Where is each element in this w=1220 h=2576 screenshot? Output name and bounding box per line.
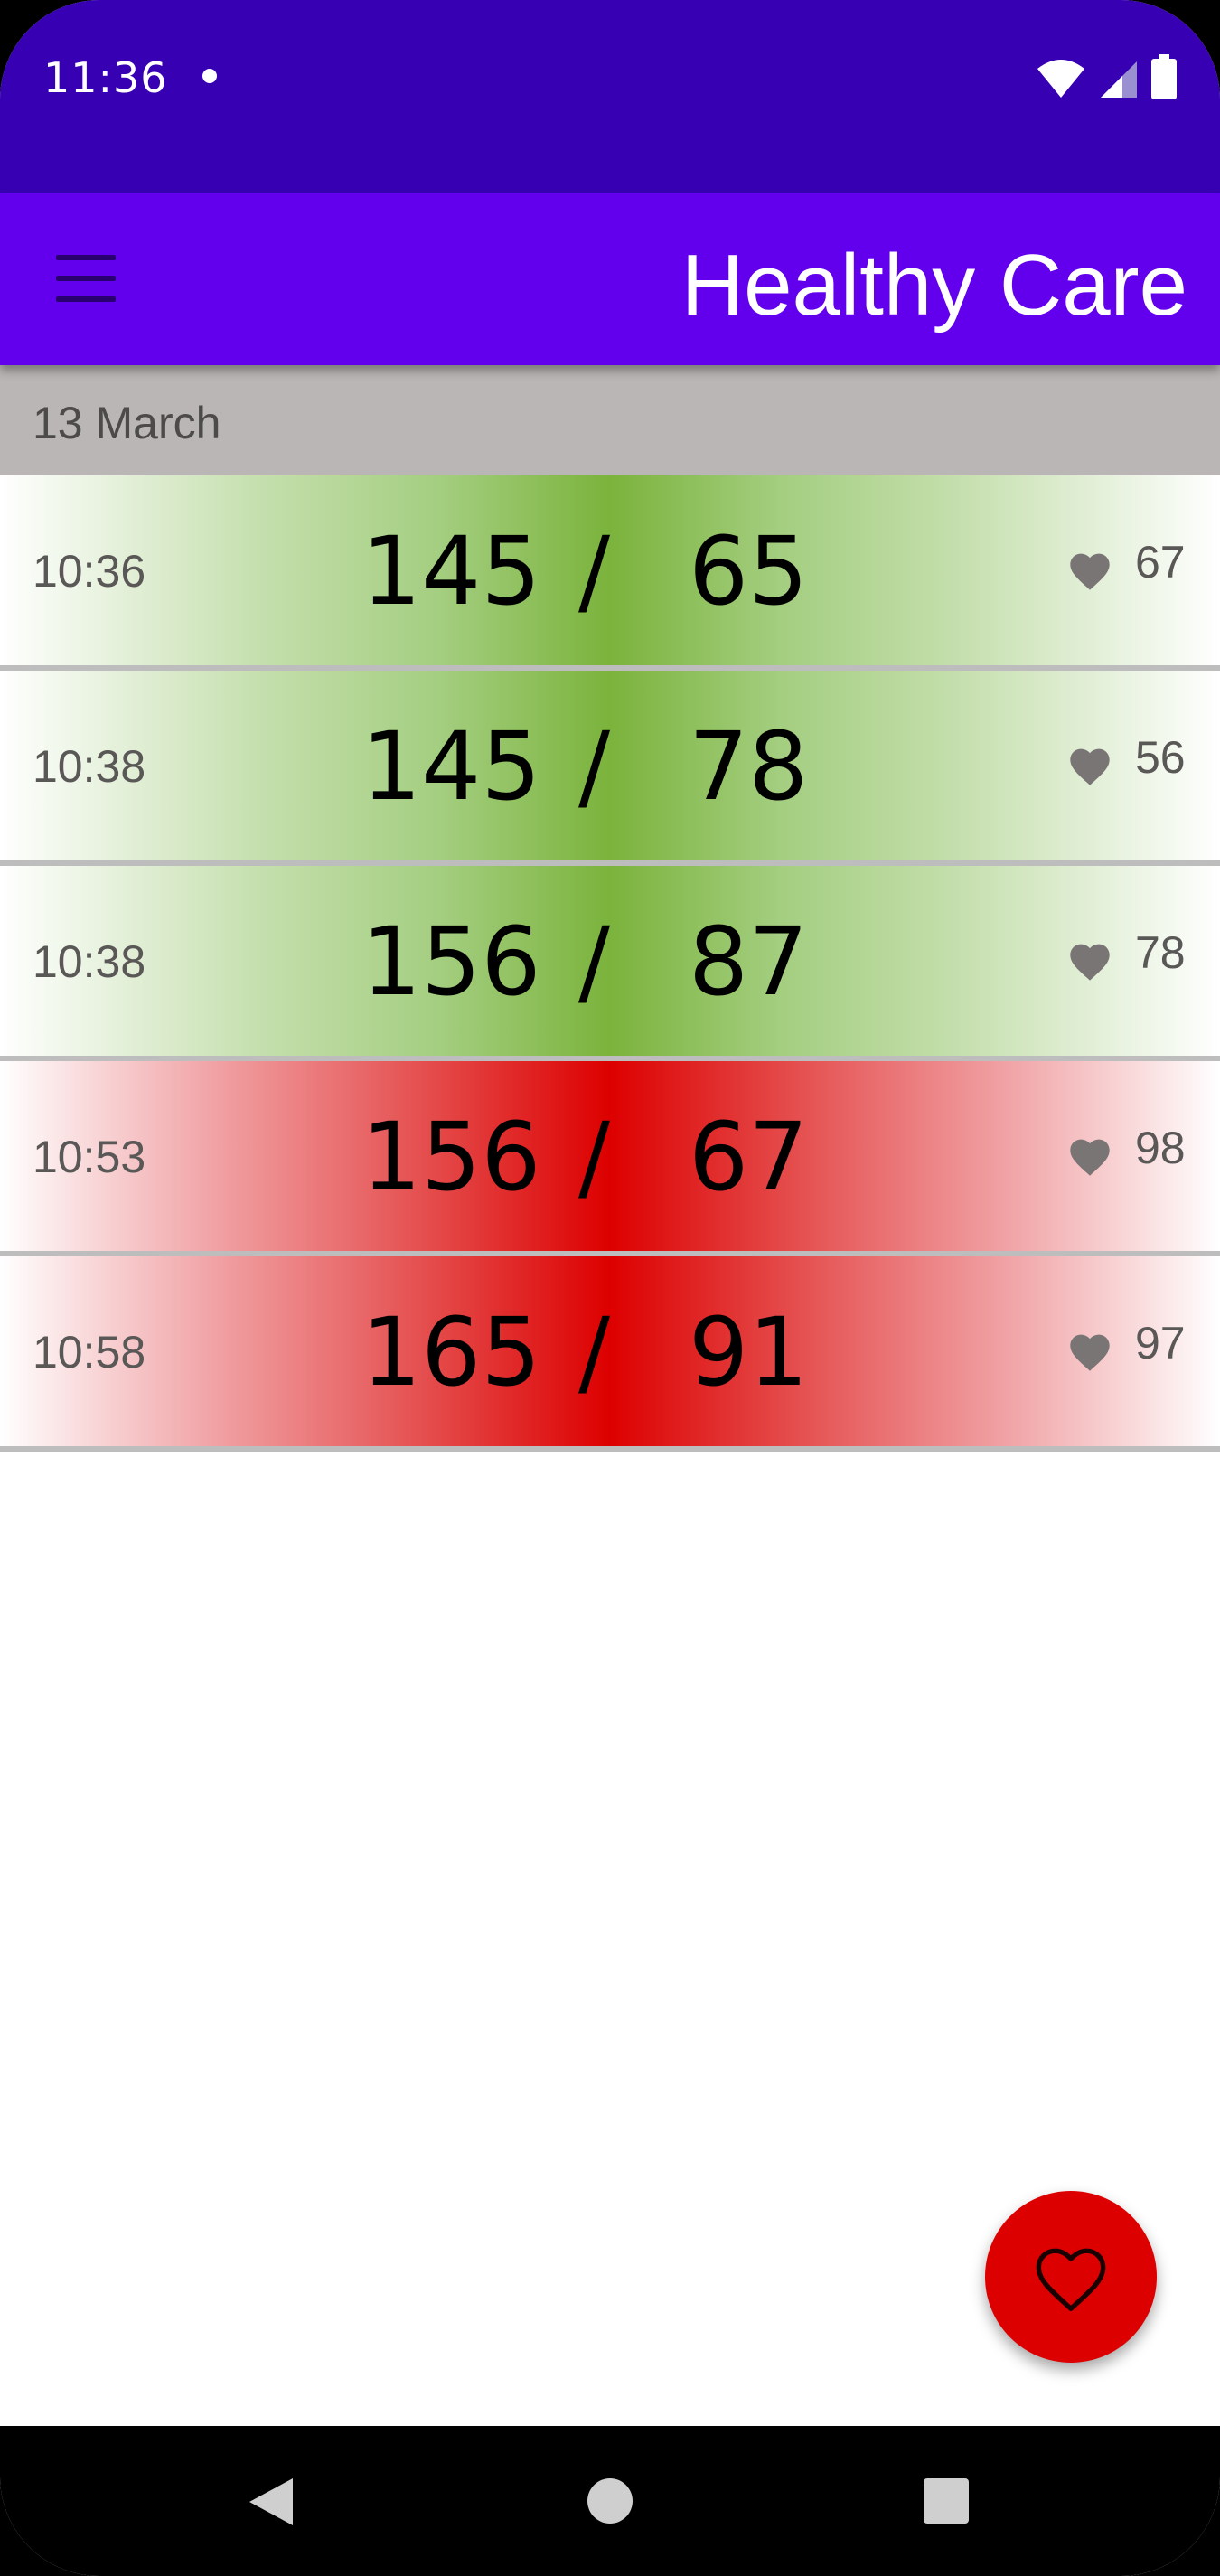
pulse-value: 98 <box>1135 1123 1186 1173</box>
status-bar: 11:36 <box>0 0 1220 193</box>
record-pressure: 145 / 65 <box>361 516 808 626</box>
date-section-header: 13 March <box>0 365 1220 475</box>
systolic-value: 156 <box>361 1102 541 1212</box>
wifi-icon <box>1036 58 1086 99</box>
system-nav-bar <box>0 2426 1220 2576</box>
record-pressure: 156 / 67 <box>361 1102 808 1212</box>
record-time: 10:38 <box>33 741 146 792</box>
record-pressure: 156 / 87 <box>361 907 808 1017</box>
status-time: 11:36 <box>43 53 168 102</box>
record-time: 10:36 <box>33 546 146 597</box>
pulse-value: 67 <box>1135 537 1186 588</box>
heart-icon <box>1070 1334 1110 1371</box>
diastolic-value: 65 <box>689 516 809 626</box>
pressure-separator: / <box>578 516 611 626</box>
record-time: 10:53 <box>33 1132 146 1182</box>
heart-icon <box>1070 944 1110 981</box>
records-list: 10:36 145 / 65 67 10:38 145 / 78 56 <box>0 475 1220 1452</box>
record-row[interactable]: 10:38 145 / 78 56 <box>0 671 1220 866</box>
add-measurement-fab[interactable] <box>985 2191 1157 2363</box>
pulse-value: 56 <box>1135 732 1186 783</box>
heart-icon <box>1070 553 1110 590</box>
pressure-separator: / <box>578 711 611 822</box>
home-icon[interactable] <box>587 2478 633 2524</box>
status-icons <box>1036 54 1177 99</box>
record-row[interactable]: 10:53 156 / 67 98 <box>0 1061 1220 1256</box>
pulse-value: 78 <box>1135 927 1186 978</box>
diastolic-value: 67 <box>689 1102 809 1212</box>
record-row[interactable]: 10:58 165 / 91 97 <box>0 1256 1220 1452</box>
battery-icon <box>1151 54 1177 99</box>
diastolic-value: 91 <box>689 1297 809 1407</box>
recents-icon[interactable] <box>924 2478 969 2524</box>
systolic-value: 156 <box>361 907 541 1017</box>
record-row[interactable]: 10:38 156 / 87 78 <box>0 866 1220 1061</box>
notification-dot-icon <box>202 69 217 83</box>
record-time: 10:38 <box>33 936 146 987</box>
systolic-value: 145 <box>361 711 541 822</box>
heart-icon <box>1070 1139 1110 1176</box>
pressure-separator: / <box>578 907 611 1017</box>
systolic-value: 165 <box>361 1297 541 1407</box>
record-pressure: 145 / 78 <box>361 711 808 822</box>
pressure-separator: / <box>578 1297 611 1407</box>
app-bar: Healthy Care <box>0 193 1220 365</box>
heart-icon <box>1070 748 1110 785</box>
pulse-value: 97 <box>1135 1318 1186 1368</box>
app-title: Healthy Care <box>680 237 1187 334</box>
back-icon[interactable] <box>248 2477 295 2527</box>
record-row[interactable]: 10:36 145 / 65 67 <box>0 475 1220 671</box>
signal-icon <box>1099 60 1139 99</box>
record-time: 10:58 <box>33 1327 146 1377</box>
pressure-separator: / <box>578 1102 611 1212</box>
diastolic-value: 78 <box>689 711 809 822</box>
date-label: 13 March <box>33 398 221 448</box>
diastolic-value: 87 <box>689 907 809 1017</box>
systolic-value: 145 <box>361 516 541 626</box>
heart-outline-icon <box>1036 2248 1106 2311</box>
hamburger-menu-icon[interactable] <box>56 255 116 302</box>
record-pressure: 165 / 91 <box>361 1297 808 1407</box>
